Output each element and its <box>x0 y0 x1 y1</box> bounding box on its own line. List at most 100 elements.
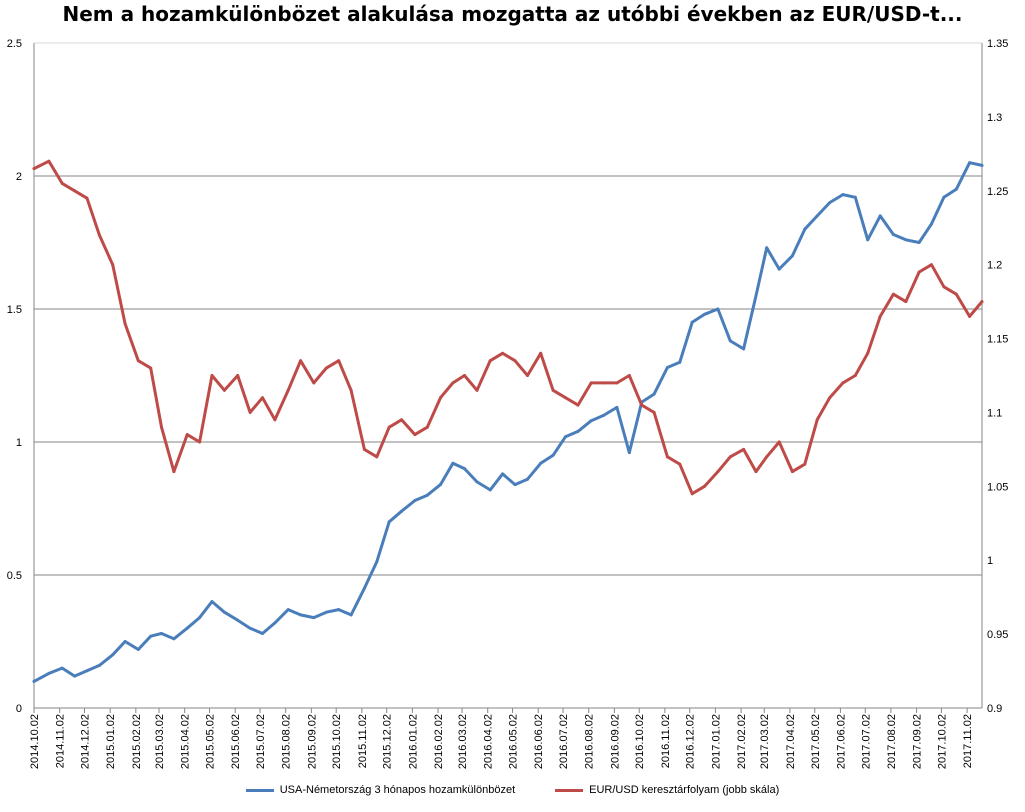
y-left-tick-label: 0 <box>16 703 22 715</box>
data-point-eurusd <box>488 359 492 363</box>
data-point-eurusd <box>815 418 819 422</box>
data-point-spread <box>564 435 567 439</box>
data-point-spread <box>539 461 543 465</box>
data-point-spread <box>439 483 442 487</box>
y-right-tick-label: 0.95 <box>987 629 1008 641</box>
data-point-spread <box>324 610 328 614</box>
data-point-spread <box>185 626 189 630</box>
x-tick-label: 2015.09.02 <box>306 714 318 769</box>
x-tick-label: 2014.10.02 <box>29 714 41 769</box>
data-point-spread <box>703 312 707 316</box>
data-point-eurusd <box>47 159 51 163</box>
data-point-eurusd <box>853 374 857 377</box>
y-right-tick-label: 1.3 <box>987 112 1002 124</box>
data-point-eurusd <box>803 462 807 466</box>
data-point-eurusd <box>866 351 870 355</box>
x-tick-label: 2015.05.02 <box>205 714 217 769</box>
legend-label-spread: USA-Németország 3 hónapos hozamkülönböze… <box>279 784 516 796</box>
x-tick-label: 2015.03.02 <box>154 714 166 769</box>
data-point-spread <box>47 671 51 675</box>
y-right-tick-label: 1.25 <box>987 186 1008 198</box>
data-point-spread <box>615 405 619 409</box>
data-point-spread <box>463 467 466 471</box>
data-point-spread <box>665 366 669 369</box>
data-point-spread <box>754 294 758 298</box>
data-point-spread <box>123 640 127 643</box>
data-point-spread <box>627 451 631 455</box>
x-tick-label: 2016.11.02 <box>660 714 672 768</box>
data-point-spread <box>917 241 921 244</box>
x-tick-label: 2016.03.02 <box>457 714 469 769</box>
data-point-spread <box>488 488 492 492</box>
data-point-spread <box>526 477 529 481</box>
x-tick-label: 2017.10.02 <box>936 714 948 769</box>
data-point-spread <box>248 626 252 630</box>
data-point-spread <box>942 195 946 199</box>
data-point-eurusd <box>690 492 694 496</box>
data-point-spread <box>387 520 391 524</box>
data-point-eurusd <box>451 381 455 385</box>
data-point-spread <box>790 254 794 258</box>
data-point-eurusd <box>475 388 479 392</box>
data-point-eurusd <box>652 410 656 414</box>
data-point-spread <box>828 201 832 205</box>
data-point-eurusd <box>73 189 77 193</box>
x-tick-label: 2017.05.02 <box>810 714 822 769</box>
data-point-eurusd <box>111 263 115 267</box>
x-tick-label: 2016.06.02 <box>533 714 545 769</box>
y-right-tick-label: 0.9 <box>987 703 1002 715</box>
data-point-eurusd <box>172 470 176 474</box>
x-tick-label: 2015.12.02 <box>382 714 394 769</box>
series-line-eurusd <box>32 159 984 496</box>
x-tick-label: 2015.02.02 <box>131 714 143 769</box>
data-point-spread <box>589 419 593 423</box>
data-point-spread <box>198 616 202 620</box>
x-tick-label: 2014.11.02 <box>55 714 67 768</box>
data-point-eurusd <box>754 470 758 474</box>
data-point-eurusd <box>878 314 882 318</box>
data-point-eurusd <box>312 381 316 385</box>
data-point-spread <box>551 453 555 457</box>
data-point-spread <box>513 483 517 487</box>
y-left-tick-label: 1 <box>16 437 22 449</box>
x-tick-label: 2014.12.02 <box>80 714 92 769</box>
data-point-eurusd <box>236 374 240 377</box>
data-point-spread <box>286 608 290 612</box>
data-point-eurusd <box>286 388 290 392</box>
legend-swatch-eurusd <box>555 788 584 792</box>
data-point-eurusd <box>678 462 682 466</box>
data-point-spread <box>160 632 163 635</box>
data-point-spread <box>980 163 984 167</box>
data-point-eurusd <box>261 396 264 400</box>
data-point-spread <box>375 560 379 564</box>
y-left-tick-label: 2 <box>16 171 22 183</box>
data-point-spread <box>891 233 895 236</box>
x-tick-label: 2015.11.02 <box>357 714 369 768</box>
data-point-spread <box>400 509 404 513</box>
x-tick-label: 2017.02.02 <box>736 714 748 769</box>
data-point-spread <box>475 480 479 484</box>
data-point-spread <box>413 499 417 502</box>
legend-item-eurusd: EUR/USD keresztárfolyam (jobb skála) <box>555 784 779 796</box>
data-point-spread <box>765 246 769 250</box>
data-point-spread <box>716 307 720 311</box>
data-point-eurusd <box>185 433 189 437</box>
x-tick-label: 2017.01.02 <box>710 714 722 769</box>
series-line-spread <box>32 161 984 683</box>
data-point-eurusd <box>665 455 669 459</box>
x-tick-label: 2017.08.02 <box>886 714 898 769</box>
data-point-eurusd <box>222 388 226 392</box>
data-point-eurusd <box>703 484 707 488</box>
data-point-eurusd <box>439 396 442 400</box>
data-point-spread <box>690 320 694 324</box>
data-point-eurusd <box>400 418 404 422</box>
x-tick-label: 2017.04.02 <box>785 714 797 769</box>
y-right-tick-label: 1.15 <box>987 334 1008 346</box>
x-tick-label: 2016.02.02 <box>433 714 445 769</box>
data-point-spread <box>312 616 316 620</box>
data-point-eurusd <box>32 167 36 171</box>
data-point-spread <box>236 618 240 622</box>
data-point-eurusd <box>60 181 64 185</box>
data-point-eurusd <box>742 447 746 451</box>
